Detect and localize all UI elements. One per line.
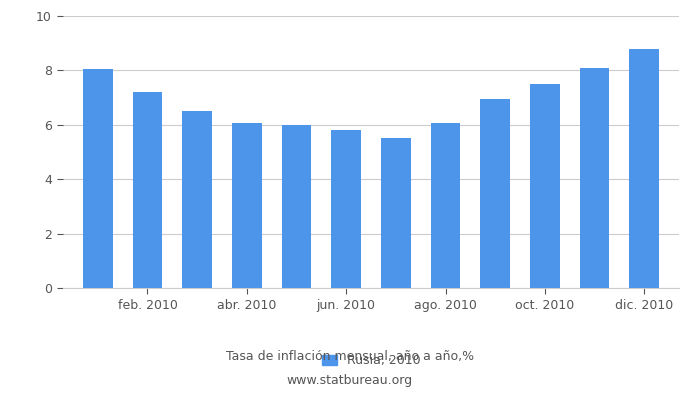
Bar (381, 138, 411, 288)
Bar (281, 125, 312, 288)
Bar (182, 111, 212, 288)
Bar (83, 69, 113, 288)
Text: www.statbureau.org: www.statbureau.org (287, 374, 413, 387)
Bar (430, 124, 461, 288)
Bar (530, 84, 560, 288)
Bar (480, 99, 510, 288)
Bar (232, 124, 262, 288)
Bar (132, 92, 162, 288)
Bar (580, 68, 610, 288)
Text: Tasa de inflación mensual, año a año,%: Tasa de inflación mensual, año a año,% (226, 350, 474, 363)
Legend: Rusia, 2010: Rusia, 2010 (322, 354, 420, 367)
Bar (331, 130, 361, 288)
Bar (629, 49, 659, 288)
